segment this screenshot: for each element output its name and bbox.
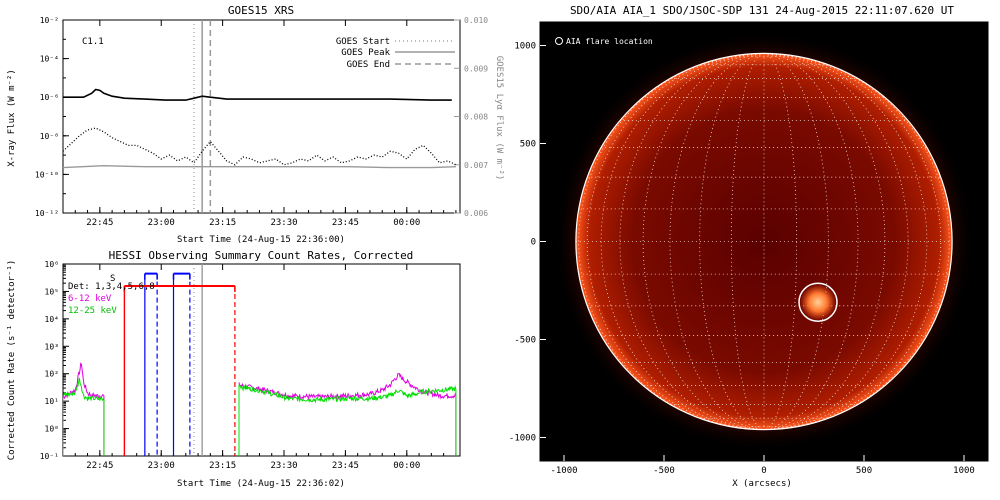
goes-y2-tick-label: 0.007 [464, 161, 488, 170]
hessi-markers [123, 264, 236, 456]
goes-y-tick-label: 10⁻⁶ [40, 93, 59, 102]
aia-panel: SDO/AIA AIA_1 SDO/JSOC-SDP 131 24-Aug-20… [509, 4, 989, 489]
goes-legend: GOES Start GOES Peak GOES End [336, 37, 455, 70]
goes-x-tick-label: 23:15 [209, 218, 236, 228]
goes-panel: GOES15 XRS 10⁻² 10⁻⁴ 10⁻⁶ 10⁻⁸ 10⁻¹⁰ 10⁻¹² 0.… [7, 4, 504, 245]
aia-x-tick-label: 500 [856, 466, 872, 476]
goes-series-2 [63, 164, 456, 169]
aia-xlabel: X (arcsecs) [732, 479, 792, 489]
aia-y-tick-label: -1000 [509, 433, 536, 443]
hessi-y-tick-label: 10⁴ [45, 315, 59, 324]
aia-longitude-line [763, 53, 950, 430]
goes-y-tick-label: 10⁻⁴ [40, 55, 59, 64]
goes-plot-frame [62, 19, 461, 214]
hessi-y-tick-label: 10¹ [45, 397, 59, 406]
aia-x-tick-label: 0 [761, 466, 766, 476]
goes-x-tick-label: 23:30 [270, 218, 297, 228]
aia-y-tick-label: 0 [531, 238, 536, 248]
goes-xlabel: Start Time (24-Aug-15 22:36:00) [177, 235, 345, 245]
hessi-x-axis: 22:45 23:00 23:15 23:30 23:45 00:00 [74, 264, 457, 471]
hessi-series [63, 362, 457, 456]
hessi-y-tick-label: 10⁰ [45, 425, 59, 434]
hessi-legend-6-12: 6-12 keV [68, 294, 112, 304]
aia-longitude-line [619, 53, 765, 430]
hessi-y-tick-label: 10⁻¹ [40, 452, 59, 461]
hessi-x-tick-label: 23:45 [332, 461, 359, 471]
goes-y2-axis: 0.010 0.009 0.008 0.007 0.006 [454, 16, 488, 218]
aia-longitude-line [600, 53, 765, 430]
hessi-plot-frame [62, 263, 461, 457]
aia-y-tick-label: 1000 [514, 42, 536, 52]
aia-y-tick-label: 500 [520, 140, 536, 150]
aia-image [553, 30, 975, 453]
goes-y2-tick-label: 0.010 [464, 16, 488, 25]
hessi-y-axis: 10⁶ 10⁵ 10⁴ 10³ 10² 10¹ 10⁰ 10⁻¹ [40, 260, 69, 461]
aia-flare-glow [799, 284, 837, 321]
aia-longitude-line [578, 53, 765, 430]
aia-heliographic-grid [575, 53, 953, 430]
hessi-segment-letter: S [110, 274, 115, 284]
aia-y-tick-label: -500 [514, 335, 536, 345]
goes-markers [193, 20, 212, 213]
hessi-bars [123, 272, 236, 292]
aia-x-tick-label: -500 [653, 466, 675, 476]
goes-series-0 [63, 88, 452, 101]
goes-ylabel: X-ray Flux (W m⁻²) [7, 69, 17, 167]
goes-y-tick-label: 10⁻¹⁰ [35, 170, 59, 179]
aia-flare-location-circle [798, 282, 838, 323]
goes-x-axis: 22:45 23:00 23:15 23:30 23:45 00:00 [74, 20, 457, 228]
goes-x-tick-label: 23:45 [332, 218, 359, 228]
hessi-title: HESSI Observing Summary Count Rates, Cor… [109, 249, 414, 262]
hessi-x-tick-label: 23:15 [209, 461, 236, 471]
hessi-panel: HESSI Observing Summary Count Rates, Cor… [7, 249, 461, 489]
hessi-y-tick-label: 10⁵ [45, 287, 59, 296]
hessi-series-line [238, 384, 457, 404]
aia-y-axis: 1000 500 0 -500 -1000 [509, 42, 546, 443]
goes-y2-tick-label: 0.006 [464, 209, 488, 218]
hessi-xlabel: Start Time (24-Aug-15 22:36:02) [177, 479, 345, 489]
aia-legend-label: AIA flare location [566, 37, 653, 46]
goes-class-annotation: C1.1 [82, 37, 104, 47]
goes-x-tick-label: 23:00 [148, 218, 175, 228]
hessi-legend-12-25: 12-25 keV [68, 306, 117, 316]
goes-legend-peak: GOES Peak [341, 48, 390, 58]
hessi-series-line [63, 377, 105, 402]
aia-legend-marker [555, 37, 563, 45]
aia-longitude-line [763, 53, 928, 430]
goes-series [63, 88, 457, 169]
goes-y-tick-label: 10⁻¹² [35, 209, 59, 218]
aia-title: SDO/AIA AIA_1 SDO/JSOC-SDP 131 24-Aug-20… [570, 4, 954, 17]
hessi-x-tick-label: 23:00 [148, 461, 175, 471]
aia-x-axis: -1000 -500 0 500 1000 [550, 455, 975, 476]
goes-x-tick-label: 22:45 [86, 218, 113, 228]
hessi-x-tick-label: 23:30 [270, 461, 297, 471]
goes-y-tick-label: 10⁻² [40, 16, 59, 25]
goes-y2-tick-label: 0.009 [464, 64, 488, 73]
goes-y-axis: 10⁻² 10⁻⁴ 10⁻⁶ 10⁻⁸ 10⁻¹⁰ 10⁻¹² [35, 16, 69, 218]
goes-y2-tick-label: 0.008 [464, 113, 488, 122]
hessi-detector-label: Det: 1,3,4,5,6,8 [68, 282, 155, 292]
hessi-x-tick-label: 22:45 [86, 461, 113, 471]
hessi-ylabel: Corrected Count Rate (s⁻¹ detector⁻¹) [7, 260, 17, 460]
hessi-y-tick-label: 10³ [45, 342, 59, 351]
hessi-x-tick-label: 00:00 [393, 461, 420, 471]
goes-x-tick-label: 00:00 [393, 218, 420, 228]
hessi-y-tick-label: 10⁶ [45, 260, 59, 269]
goes-y-tick-label: 10⁻⁸ [40, 132, 59, 141]
goes-title: GOES15 XRS [228, 4, 294, 17]
aia-x-tick-label: 1000 [953, 466, 975, 476]
goes-legend-start: GOES Start [336, 37, 390, 47]
hessi-y-tick-label: 10² [45, 370, 59, 379]
goes-y2label: GOES15 Lyα Flux (W m⁻²) [494, 56, 504, 181]
goes-series-1 [63, 127, 457, 166]
aia-x-tick-label: -1000 [550, 466, 577, 476]
goes-legend-end: GOES End [347, 60, 390, 70]
aia-longitude-line [763, 53, 909, 430]
aia-limb-circle [575, 52, 953, 431]
